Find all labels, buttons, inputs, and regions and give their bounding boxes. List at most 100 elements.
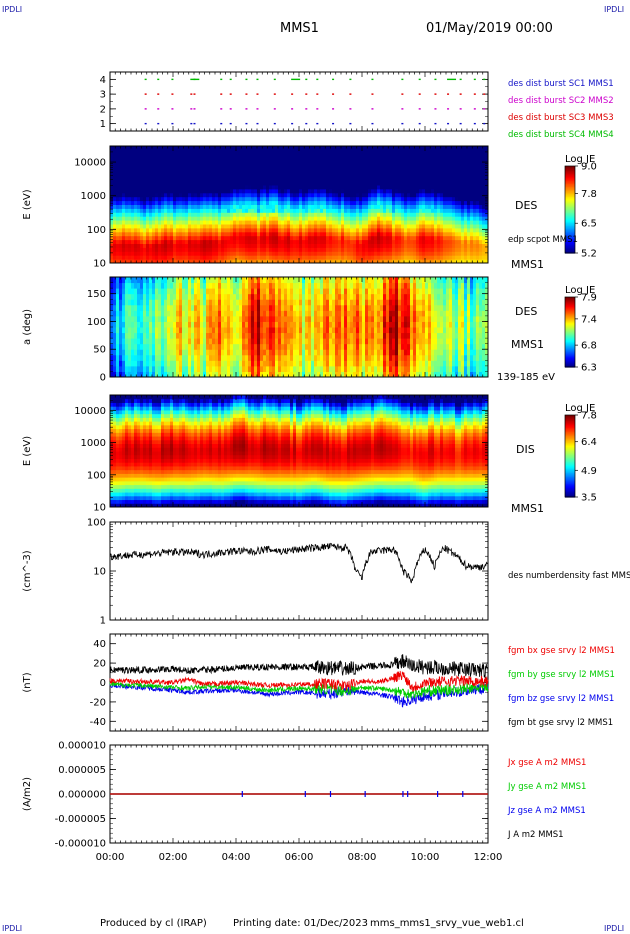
des-energy-cell	[254, 153, 258, 159]
des-energy-cell	[377, 251, 381, 256]
des-energy-cell	[134, 224, 138, 229]
des-energy-cell	[416, 161, 420, 166]
des-energy-cell	[221, 173, 225, 178]
des-energy-cell	[266, 216, 270, 221]
des-energy-cell	[365, 173, 369, 178]
des-energy-cell	[311, 188, 315, 194]
des-energy-cell	[245, 227, 249, 233]
des-energy-cell	[479, 196, 483, 202]
des-energy-cell	[113, 227, 117, 233]
des-energy-cell	[227, 224, 231, 229]
des-energy-cell	[179, 157, 183, 163]
des-energy-cell	[347, 208, 351, 213]
des-pitch-cell	[137, 310, 141, 317]
des-energy-cell	[119, 208, 123, 213]
des-energy-cell	[455, 235, 459, 241]
des-energy-cell	[368, 153, 372, 159]
des-energy-cell	[320, 220, 324, 225]
des-energy-cell	[323, 185, 327, 190]
des-energy-cell	[281, 177, 285, 182]
des-energy-cell	[293, 239, 297, 244]
des-energy-cell	[305, 204, 309, 209]
des-energy-cell	[239, 149, 243, 155]
des-energy-cell	[224, 204, 228, 209]
des-energy-cell	[200, 165, 204, 170]
des-energy-cell	[242, 251, 246, 256]
des-energy-cell	[371, 231, 375, 237]
des-energy-cell	[419, 224, 423, 229]
des-energy-cell	[476, 255, 480, 260]
burst-mark	[305, 93, 308, 95]
des-energy-cell	[338, 196, 342, 202]
des-energy-cell	[461, 157, 465, 163]
des-energy-cell	[293, 220, 297, 225]
des-energy-cell	[374, 185, 378, 190]
des-energy-cell	[335, 146, 339, 151]
des-energy-cell	[314, 177, 318, 182]
des-energy-cell	[473, 255, 477, 260]
des-energy-cell	[122, 247, 126, 252]
des-energy-cell	[365, 220, 369, 225]
burst-mark	[459, 78, 462, 81]
burst-mark	[483, 78, 486, 81]
des-energy-cell	[215, 208, 219, 213]
des-energy-cell	[446, 181, 450, 186]
des-pitch-cell	[191, 365, 195, 372]
des-energy-cell	[323, 177, 327, 182]
des-energy-cell	[464, 196, 468, 202]
des-energy-cell	[431, 181, 435, 186]
des-energy-cell	[275, 157, 279, 163]
des-energy-cell	[431, 227, 435, 233]
des-energy-cell	[482, 153, 486, 159]
des-energy-cell	[329, 181, 333, 186]
des-energy-cell	[434, 235, 438, 241]
des-energy-ylabel: E (eV)	[22, 189, 33, 219]
des-energy-cell	[455, 239, 459, 244]
des-energy-cell	[200, 185, 204, 190]
des-energy-cell	[440, 146, 444, 151]
des-energy-cell	[449, 227, 453, 233]
des-energy-cell	[362, 212, 366, 217]
des-energy-cell	[329, 208, 333, 213]
des-energy-cell	[401, 255, 405, 260]
des-pitch-cell	[209, 282, 213, 289]
des-pitch-cell	[203, 371, 207, 378]
des-energy-cell	[437, 247, 441, 252]
des-pitch-cell	[125, 354, 129, 361]
des-energy-cell	[299, 212, 303, 217]
des-energy-cell	[341, 239, 345, 244]
des-pitch-cell	[215, 338, 219, 345]
des-pitch-cell	[122, 282, 126, 289]
des-energy-cell	[374, 177, 378, 182]
des-energy-cell	[176, 196, 180, 202]
des-energy-cell	[314, 243, 318, 248]
des-energy-cell	[272, 149, 276, 155]
des-pitch-cell	[161, 332, 165, 339]
des-energy-cell	[173, 208, 177, 213]
des-energy-cell	[323, 224, 327, 229]
des-energy-cell	[185, 153, 189, 159]
des-energy-cell	[443, 196, 447, 202]
des-energy-cell	[368, 177, 372, 182]
des-energy-cell	[305, 188, 309, 194]
des-energy-cell	[221, 231, 225, 237]
des-energy-cell	[446, 220, 450, 225]
des-energy-cell	[440, 157, 444, 163]
des-energy-cell	[314, 231, 318, 237]
des-energy-cell	[434, 251, 438, 256]
burst-mark	[220, 108, 223, 110]
des-energy-cell	[212, 196, 216, 202]
des-energy-cell	[332, 259, 336, 264]
des-energy-cell	[404, 161, 408, 166]
des-energy-cell	[188, 153, 192, 159]
des-energy-cell	[362, 235, 366, 241]
des-pitch-cell	[158, 360, 162, 367]
des-energy-cell	[389, 146, 393, 151]
des-energy-cell	[278, 192, 282, 198]
des-energy-cell	[188, 259, 192, 264]
des-energy-cell	[350, 243, 354, 248]
burst-mark	[157, 93, 160, 95]
des-energy-cell	[188, 216, 192, 221]
des-energy-cell	[116, 192, 120, 198]
des-pitch-cell	[140, 288, 144, 295]
